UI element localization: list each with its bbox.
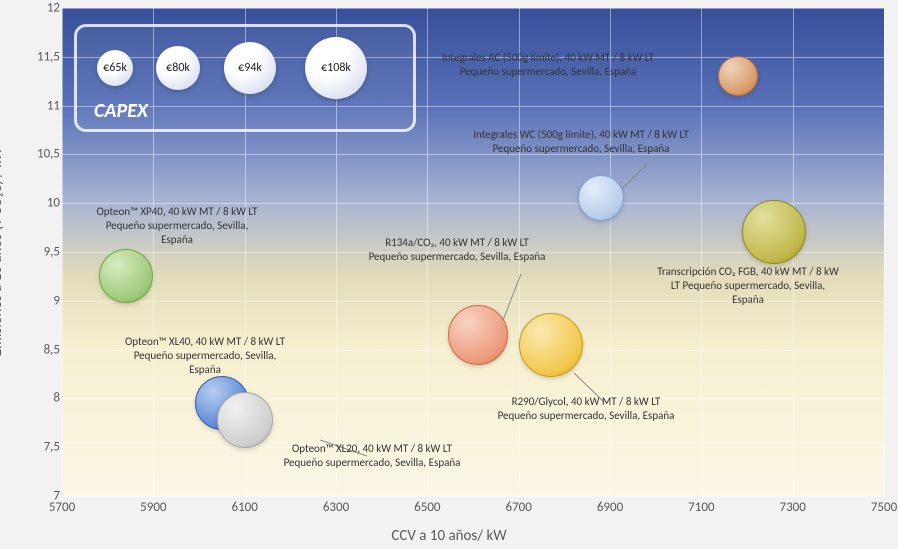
x-tick: 6100 (231, 500, 257, 515)
x-tick: 7100 (688, 500, 714, 515)
legend-label: €80k (166, 61, 190, 75)
y-tick: 11 (32, 98, 60, 113)
bubble-wc[interactable] (578, 175, 624, 221)
x-tick: 7500 (871, 500, 897, 515)
bubble-ac[interactable] (718, 56, 758, 96)
x-tick: 6500 (414, 500, 440, 515)
bubble-co2fgb[interactable] (742, 200, 806, 264)
x-tick: 6300 (323, 500, 349, 515)
x-axis-label: CCV a 10 años/ kW (391, 527, 506, 545)
y-tick: 9 (32, 293, 60, 308)
y-tick: 8 (32, 391, 60, 406)
x-tick: 7300 (779, 500, 805, 515)
y-tick: 10 (32, 196, 60, 211)
y-tick: 9,5 (32, 245, 60, 260)
legend-title: CAPEX (94, 99, 148, 123)
bubble-r290[interactable] (519, 313, 583, 377)
y-tick: 8,5 (32, 342, 60, 357)
y-axis-label: Emisiones a 10 años (T CO₂e) / kW (0, 148, 6, 357)
x-tick: 6900 (597, 500, 623, 515)
bubble-xp40[interactable] (99, 249, 153, 303)
bubble-r134a[interactable] (448, 305, 508, 365)
y-tick: 12 (32, 1, 60, 16)
bubble-xl20[interactable] (217, 392, 273, 448)
legend-label: €65k (103, 61, 127, 75)
y-tick: 10,5 (32, 147, 60, 162)
y-tick: 11,5 (32, 49, 60, 64)
legend-label: €94k (238, 61, 262, 75)
x-tick: 6700 (505, 500, 531, 515)
legend-label: €108k (321, 61, 351, 75)
x-tick: 5900 (140, 500, 166, 515)
y-tick: 7,5 (32, 440, 60, 455)
y-tick: 7 (32, 489, 60, 504)
